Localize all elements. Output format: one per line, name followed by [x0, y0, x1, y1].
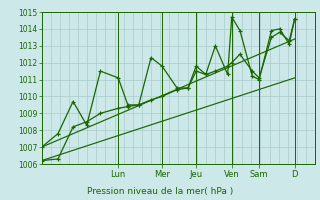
- Text: Pression niveau de la mer( hPa ): Pression niveau de la mer( hPa ): [87, 187, 233, 196]
